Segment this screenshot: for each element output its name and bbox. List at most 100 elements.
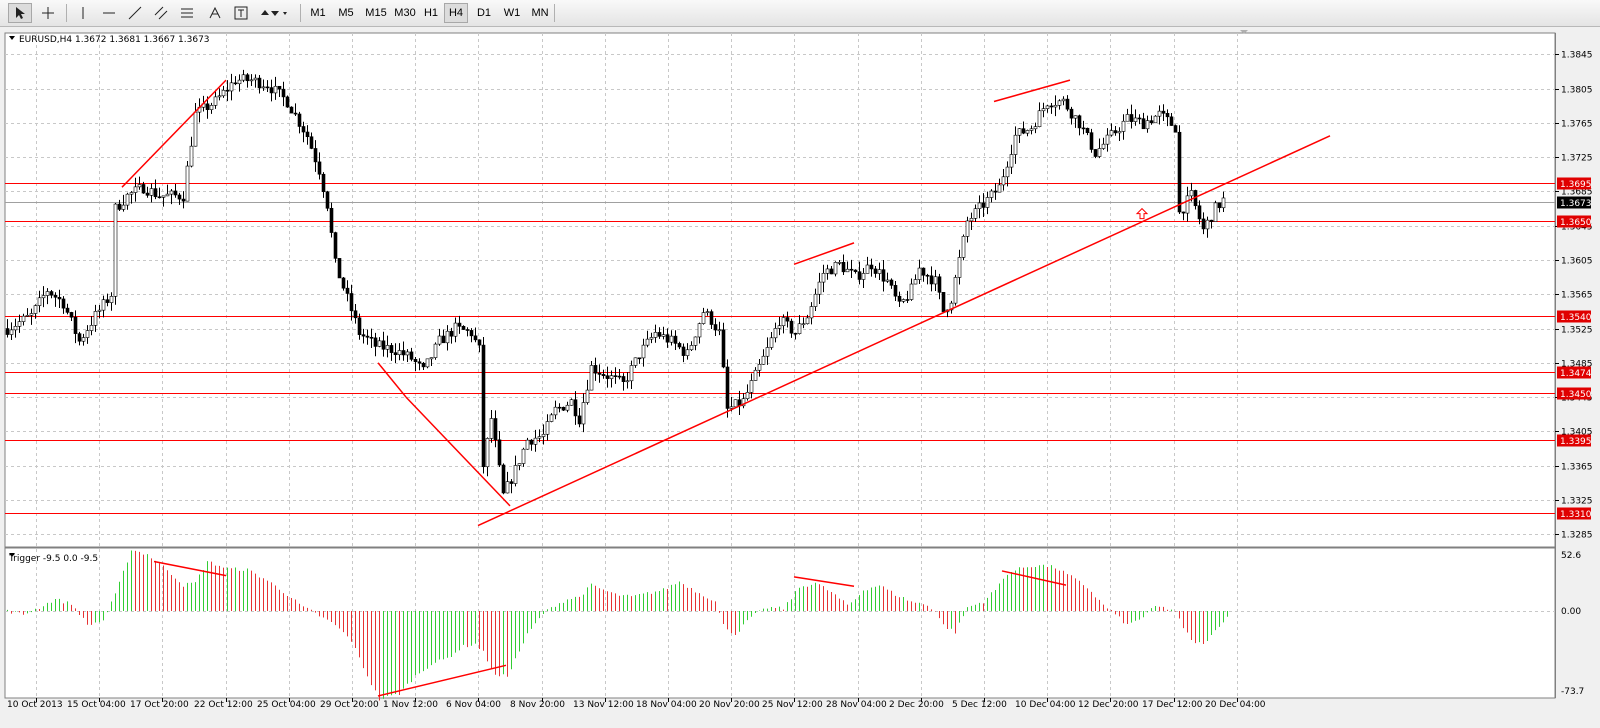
candle xyxy=(625,372,630,389)
text-label-tool-button[interactable] xyxy=(230,3,252,23)
trendline[interactable] xyxy=(377,362,407,398)
candle xyxy=(825,264,830,280)
trendline-tool-button[interactable] xyxy=(124,3,146,23)
cursor-tool-button[interactable] xyxy=(8,3,32,23)
level-price-label: 1.3474 xyxy=(1560,369,1592,379)
fibonacci-tool-button[interactable] xyxy=(176,3,198,23)
divergence-line[interactable] xyxy=(377,664,507,697)
candle xyxy=(629,360,634,389)
candle xyxy=(357,313,362,340)
candle xyxy=(233,76,238,86)
candle xyxy=(785,311,790,328)
fibonacci-icon xyxy=(181,8,193,18)
candle xyxy=(957,249,962,285)
y-tick-label: 1.3485 xyxy=(1561,360,1593,370)
candle xyxy=(689,341,694,352)
crosshair-tool-button[interactable] xyxy=(36,3,60,23)
trendline[interactable] xyxy=(793,242,855,266)
price-chart-title: EURUSD,H4 1.3672 1.3681 1.3667 1.3673 xyxy=(19,35,210,45)
candle xyxy=(885,272,890,283)
candle xyxy=(733,399,738,408)
candle xyxy=(605,366,610,388)
x-tick-label: 29 Oct 20:00 xyxy=(320,700,379,710)
candle xyxy=(69,311,74,321)
timeframe-m30-button[interactable]: M30 xyxy=(394,7,416,19)
candle xyxy=(113,202,118,305)
candle xyxy=(21,313,26,326)
candle xyxy=(385,335,390,358)
candle xyxy=(613,367,618,384)
candle xyxy=(1117,127,1122,142)
candle xyxy=(1069,106,1074,125)
trendline[interactable] xyxy=(477,135,1331,527)
timeframe-w1-button[interactable]: W1 xyxy=(503,7,521,19)
x-tick-label: 15 Oct 04:00 xyxy=(67,700,126,710)
candle xyxy=(1061,96,1066,106)
candle xyxy=(665,328,670,348)
y-tick-label: 1.3685 xyxy=(1561,188,1593,198)
candle xyxy=(297,111,302,134)
candle xyxy=(525,437,530,450)
timeframe-m15-button[interactable]: M15 xyxy=(365,7,387,19)
candle xyxy=(1073,115,1078,128)
candle xyxy=(1057,99,1062,110)
x-tick-label: 10 Oct 2013 xyxy=(7,700,63,710)
timeframe-m1-button[interactable]: M1 xyxy=(310,7,326,19)
candle xyxy=(81,333,86,346)
timeframe-h1-button[interactable]: H1 xyxy=(423,7,439,19)
trendline[interactable] xyxy=(405,396,511,507)
candle xyxy=(865,256,870,274)
candle xyxy=(593,357,598,381)
indicator-menu-triangle-icon[interactable] xyxy=(9,553,15,557)
candle xyxy=(497,430,502,467)
divergence-line[interactable] xyxy=(1001,570,1067,586)
horizontal-line-tool-button[interactable] xyxy=(98,3,120,23)
candle xyxy=(677,341,682,350)
candle xyxy=(213,91,218,109)
level-price-label: 1.3650 xyxy=(1560,218,1592,228)
candle xyxy=(813,288,818,311)
channel-icon xyxy=(154,6,168,20)
candle xyxy=(1065,95,1070,112)
candle xyxy=(409,347,414,362)
level-price-box xyxy=(1557,387,1591,400)
candle xyxy=(821,264,826,293)
candle xyxy=(781,314,786,334)
trendline[interactable] xyxy=(121,79,227,188)
up-arrow-icon[interactable] xyxy=(1135,207,1149,220)
shift-marker-icon[interactable] xyxy=(1239,30,1249,34)
candle xyxy=(169,189,174,205)
divergence-line[interactable] xyxy=(153,560,227,577)
candle xyxy=(1009,144,1014,174)
chart-area[interactable]: 1.38451.38051.37651.37251.36851.36451.36… xyxy=(0,30,1600,728)
chart-menu-triangle-icon[interactable] xyxy=(9,36,15,40)
trendline[interactable] xyxy=(993,79,1071,103)
arrows-tool-button[interactable] xyxy=(256,3,292,23)
x-tick-label: 5 Dec 12:00 xyxy=(952,700,1007,710)
divergence-line[interactable] xyxy=(793,576,855,588)
candle xyxy=(377,337,382,348)
candle xyxy=(485,437,490,477)
candle xyxy=(89,316,94,336)
candle xyxy=(157,187,162,199)
candle xyxy=(189,136,194,168)
level-price-box xyxy=(1557,507,1591,520)
x-tick-label: 28 Nov 04:00 xyxy=(826,700,887,710)
timeframe-m5-button[interactable]: M5 xyxy=(338,7,354,19)
candle xyxy=(749,373,754,399)
candle xyxy=(261,79,266,91)
equidistant-channel-tool-button[interactable] xyxy=(150,3,172,23)
candle xyxy=(145,186,150,198)
timeframe-h4-button[interactable]: H4 xyxy=(444,3,468,23)
candle xyxy=(269,79,274,102)
timeframe-d1-button[interactable]: D1 xyxy=(476,7,492,19)
y-tick-label: 1.3285 xyxy=(1561,531,1593,541)
indicator-y-tick-label: 0.00 xyxy=(1561,607,1581,617)
timeframe-mn-button[interactable]: MN xyxy=(531,7,549,19)
vertical-line-tool-button[interactable] xyxy=(72,3,94,23)
toolbar: M1 M5 M15 M30 H1 H4 D1 W1 MN xyxy=(0,0,1600,27)
candle xyxy=(117,199,122,211)
candle xyxy=(513,455,518,487)
text-tool-button[interactable] xyxy=(204,3,226,23)
candle xyxy=(505,471,510,494)
